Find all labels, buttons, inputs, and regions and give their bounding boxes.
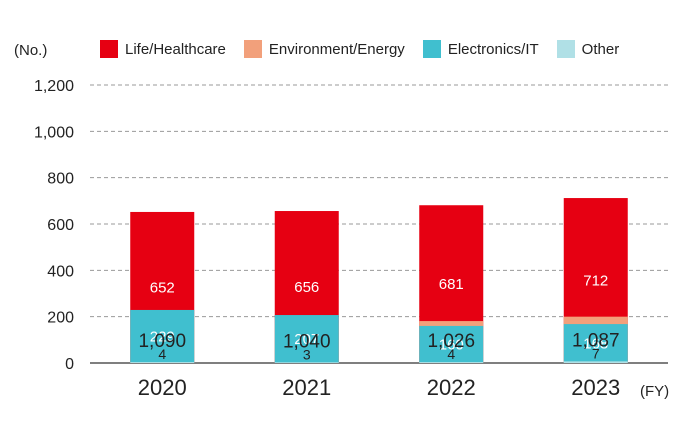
y-tick-label: 200: [47, 310, 74, 327]
legend-item-life-healthcare: Life/Healthcare: [100, 40, 226, 58]
legend-label: Other: [581, 40, 620, 58]
bar-segment: [130, 362, 195, 363]
y-axis-unit: (No.): [14, 42, 48, 59]
bar-segment: [563, 361, 628, 363]
legend-item-electronics-it: Electronics/IT: [422, 40, 539, 58]
data-label: 7: [592, 345, 600, 361]
x-tick-label: 2021: [282, 375, 331, 400]
total-label: 1,090: [138, 331, 186, 352]
y-tick-label: 600: [47, 217, 74, 234]
legend-item-environment-energy: Environment/Energy: [243, 40, 405, 58]
legend-label: Electronics/IT: [447, 40, 539, 58]
data-label: 652: [150, 279, 175, 296]
data-label: 4: [158, 346, 166, 362]
legend-swatch: [243, 40, 262, 58]
bar-segment: [130, 309, 195, 363]
y-tick-label: 800: [47, 171, 74, 188]
data-label: 3: [303, 346, 311, 362]
data-label: 229: [150, 328, 175, 345]
bar-segment: [563, 324, 628, 363]
total-label: 1,087: [572, 330, 620, 351]
legend-swatch: [422, 40, 441, 58]
data-label: 4: [447, 346, 455, 362]
data-label: 168: [583, 336, 608, 353]
x-tick-label: 2020: [138, 375, 187, 400]
bar-segment: [419, 325, 484, 363]
legend-swatch: [556, 40, 575, 58]
x-tick-label: 2022: [427, 375, 476, 400]
data-label: 656: [294, 279, 319, 296]
bar-segment: [274, 362, 339, 363]
x-axis-unit: (FY): [640, 383, 670, 400]
y-tick-label: 400: [47, 263, 74, 280]
x-tick-label: 2023: [571, 375, 620, 400]
total-label: 1,026: [427, 331, 475, 352]
legend-label: Life/Healthcare: [125, 40, 226, 58]
y-tick-label: 1,200: [34, 78, 74, 95]
legend-label: Environment/Energy: [268, 40, 405, 58]
data-label: 681: [439, 276, 464, 293]
total-label: 1,040: [283, 331, 331, 352]
legend-item-other: Other: [556, 40, 620, 58]
data-label: 160: [439, 336, 464, 353]
chart-legend: Life/Healthcare Environment/Energy Elect…: [100, 40, 619, 58]
y-tick-label: 1,000: [34, 124, 74, 141]
y-tick-label: 0: [65, 356, 74, 373]
data-label: 712: [583, 273, 608, 290]
bar-segment: [419, 362, 484, 363]
data-label: 207: [294, 331, 319, 348]
bar-segment: [274, 315, 339, 363]
legend-swatch: [100, 40, 118, 58]
